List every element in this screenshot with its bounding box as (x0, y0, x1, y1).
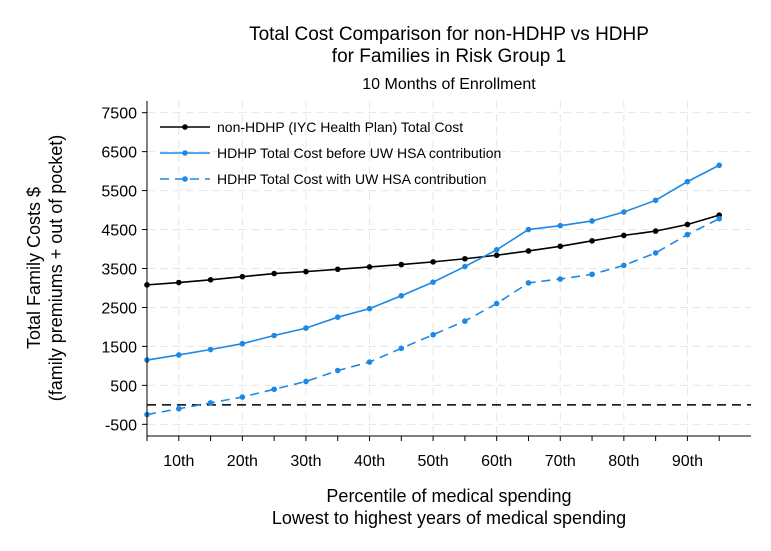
data-point (271, 386, 277, 393)
legend-item: HDHP Total Cost before UW HSA contributi… (160, 145, 501, 161)
data-point (334, 367, 341, 374)
data-point (525, 248, 532, 254)
data-point (652, 250, 659, 256)
data-point (621, 232, 627, 239)
legend-marker (182, 176, 188, 182)
gridlines (147, 101, 751, 436)
legend-label: HDHP Total Cost with UW HSA contribution (217, 171, 486, 187)
data-point (430, 259, 436, 265)
data-point (366, 264, 373, 270)
y-tick-label: 5500 (101, 184, 137, 201)
y-axis-label-line2: (family premiums + out of pocket) (46, 135, 66, 402)
legend-label: HDHP Total Cost before UW HSA contributi… (217, 145, 501, 161)
series-3 (144, 215, 723, 418)
data-point (493, 252, 500, 259)
data-point (525, 280, 532, 286)
data-point (175, 279, 182, 286)
x-axis-ticks: 10th 20th 30th 40th 50th 60th 70th 80th 90th (146, 436, 720, 470)
x-tick-label: 40th (354, 453, 385, 470)
legend-label: non-HDHP (IYC Health Plan) Total Cost (217, 119, 463, 135)
chart-titles: Total Cost Comparison for non-HDHP vs HD… (249, 24, 649, 93)
legend-item: HDHP Total Cost with UW HSA contribution (160, 171, 486, 187)
data-point (462, 255, 468, 262)
data-point (334, 314, 341, 320)
legend-marker (182, 124, 188, 130)
y-axis-label: Total Family Costs $ (24, 187, 44, 349)
data-point (334, 266, 341, 273)
data-point (398, 292, 405, 299)
data-point (684, 231, 691, 238)
x-tick-label: 60th (481, 453, 512, 470)
x-tick-label: 80th (608, 453, 639, 470)
data-point (462, 263, 468, 270)
y-tick-label: 1500 (101, 339, 137, 356)
x-tick-label: 10th (163, 453, 194, 470)
data-point (430, 331, 436, 338)
legend-marker (182, 150, 188, 156)
data-point (207, 400, 214, 406)
data-point (621, 262, 627, 269)
data-point (557, 243, 564, 250)
data-point (684, 221, 691, 228)
data-point (652, 228, 659, 234)
data-point (525, 226, 532, 233)
data-point (462, 318, 468, 324)
data-point (398, 345, 405, 352)
data-point (493, 247, 500, 253)
series-layer (144, 162, 723, 418)
data-point (652, 197, 659, 204)
data-point (589, 271, 595, 278)
data-point (207, 276, 214, 283)
data-point (207, 346, 214, 353)
data-point (716, 215, 723, 222)
x-tick-label: 50th (418, 453, 449, 470)
y-tick-label: 2500 (101, 300, 137, 317)
data-point (557, 222, 564, 229)
chart-subtitle: 10 Months of Enrollment (362, 76, 536, 93)
data-point (303, 268, 309, 275)
y-axis-ticks: -500 500 1500 2500 3500 4500 5500 6500 7500 (101, 106, 147, 434)
y-tick-label: 6500 (101, 145, 137, 162)
data-point (271, 270, 277, 277)
data-point (430, 279, 436, 285)
y-tick-label: -500 (105, 417, 137, 434)
x-axis-label-line2: Lowest to highest years of medical spend… (272, 508, 626, 528)
data-point (239, 273, 246, 280)
data-point (684, 178, 691, 185)
data-point (557, 276, 564, 282)
data-point (303, 325, 309, 331)
y-tick-label: 7500 (101, 106, 137, 123)
x-tick-label: 20th (227, 453, 258, 470)
chart-title: Total Cost Comparison for non-HDHP vs HD… (249, 24, 649, 45)
data-point (621, 209, 627, 215)
data-point (493, 300, 500, 307)
x-axis-label: Percentile of medical spending (326, 486, 571, 506)
data-point (716, 162, 723, 169)
data-point (271, 332, 277, 339)
data-point (239, 340, 246, 347)
y-tick-label: 3500 (101, 262, 137, 279)
y-tick-label: 4500 (101, 223, 137, 240)
data-point (303, 378, 309, 385)
data-point (175, 405, 182, 412)
data-point (366, 359, 373, 365)
x-tick-label: 70th (545, 453, 576, 470)
legend: non-HDHP (IYC Health Plan) Total Cost HDH… (160, 119, 501, 187)
x-tick-label: 90th (672, 453, 703, 470)
data-point (589, 218, 595, 224)
series-2 (144, 162, 723, 363)
data-point (366, 305, 373, 312)
data-point (398, 261, 405, 268)
legend-item: non-HDHP (IYC Health Plan) Total Cost (160, 119, 463, 135)
y-tick-label: 500 (110, 378, 137, 395)
series-1 (144, 212, 723, 288)
data-point (175, 352, 182, 358)
data-point (239, 394, 246, 400)
chart-title-line2: for Families in Risk Group 1 (332, 46, 566, 67)
x-tick-label: 30th (290, 453, 321, 470)
data-point (589, 238, 595, 244)
